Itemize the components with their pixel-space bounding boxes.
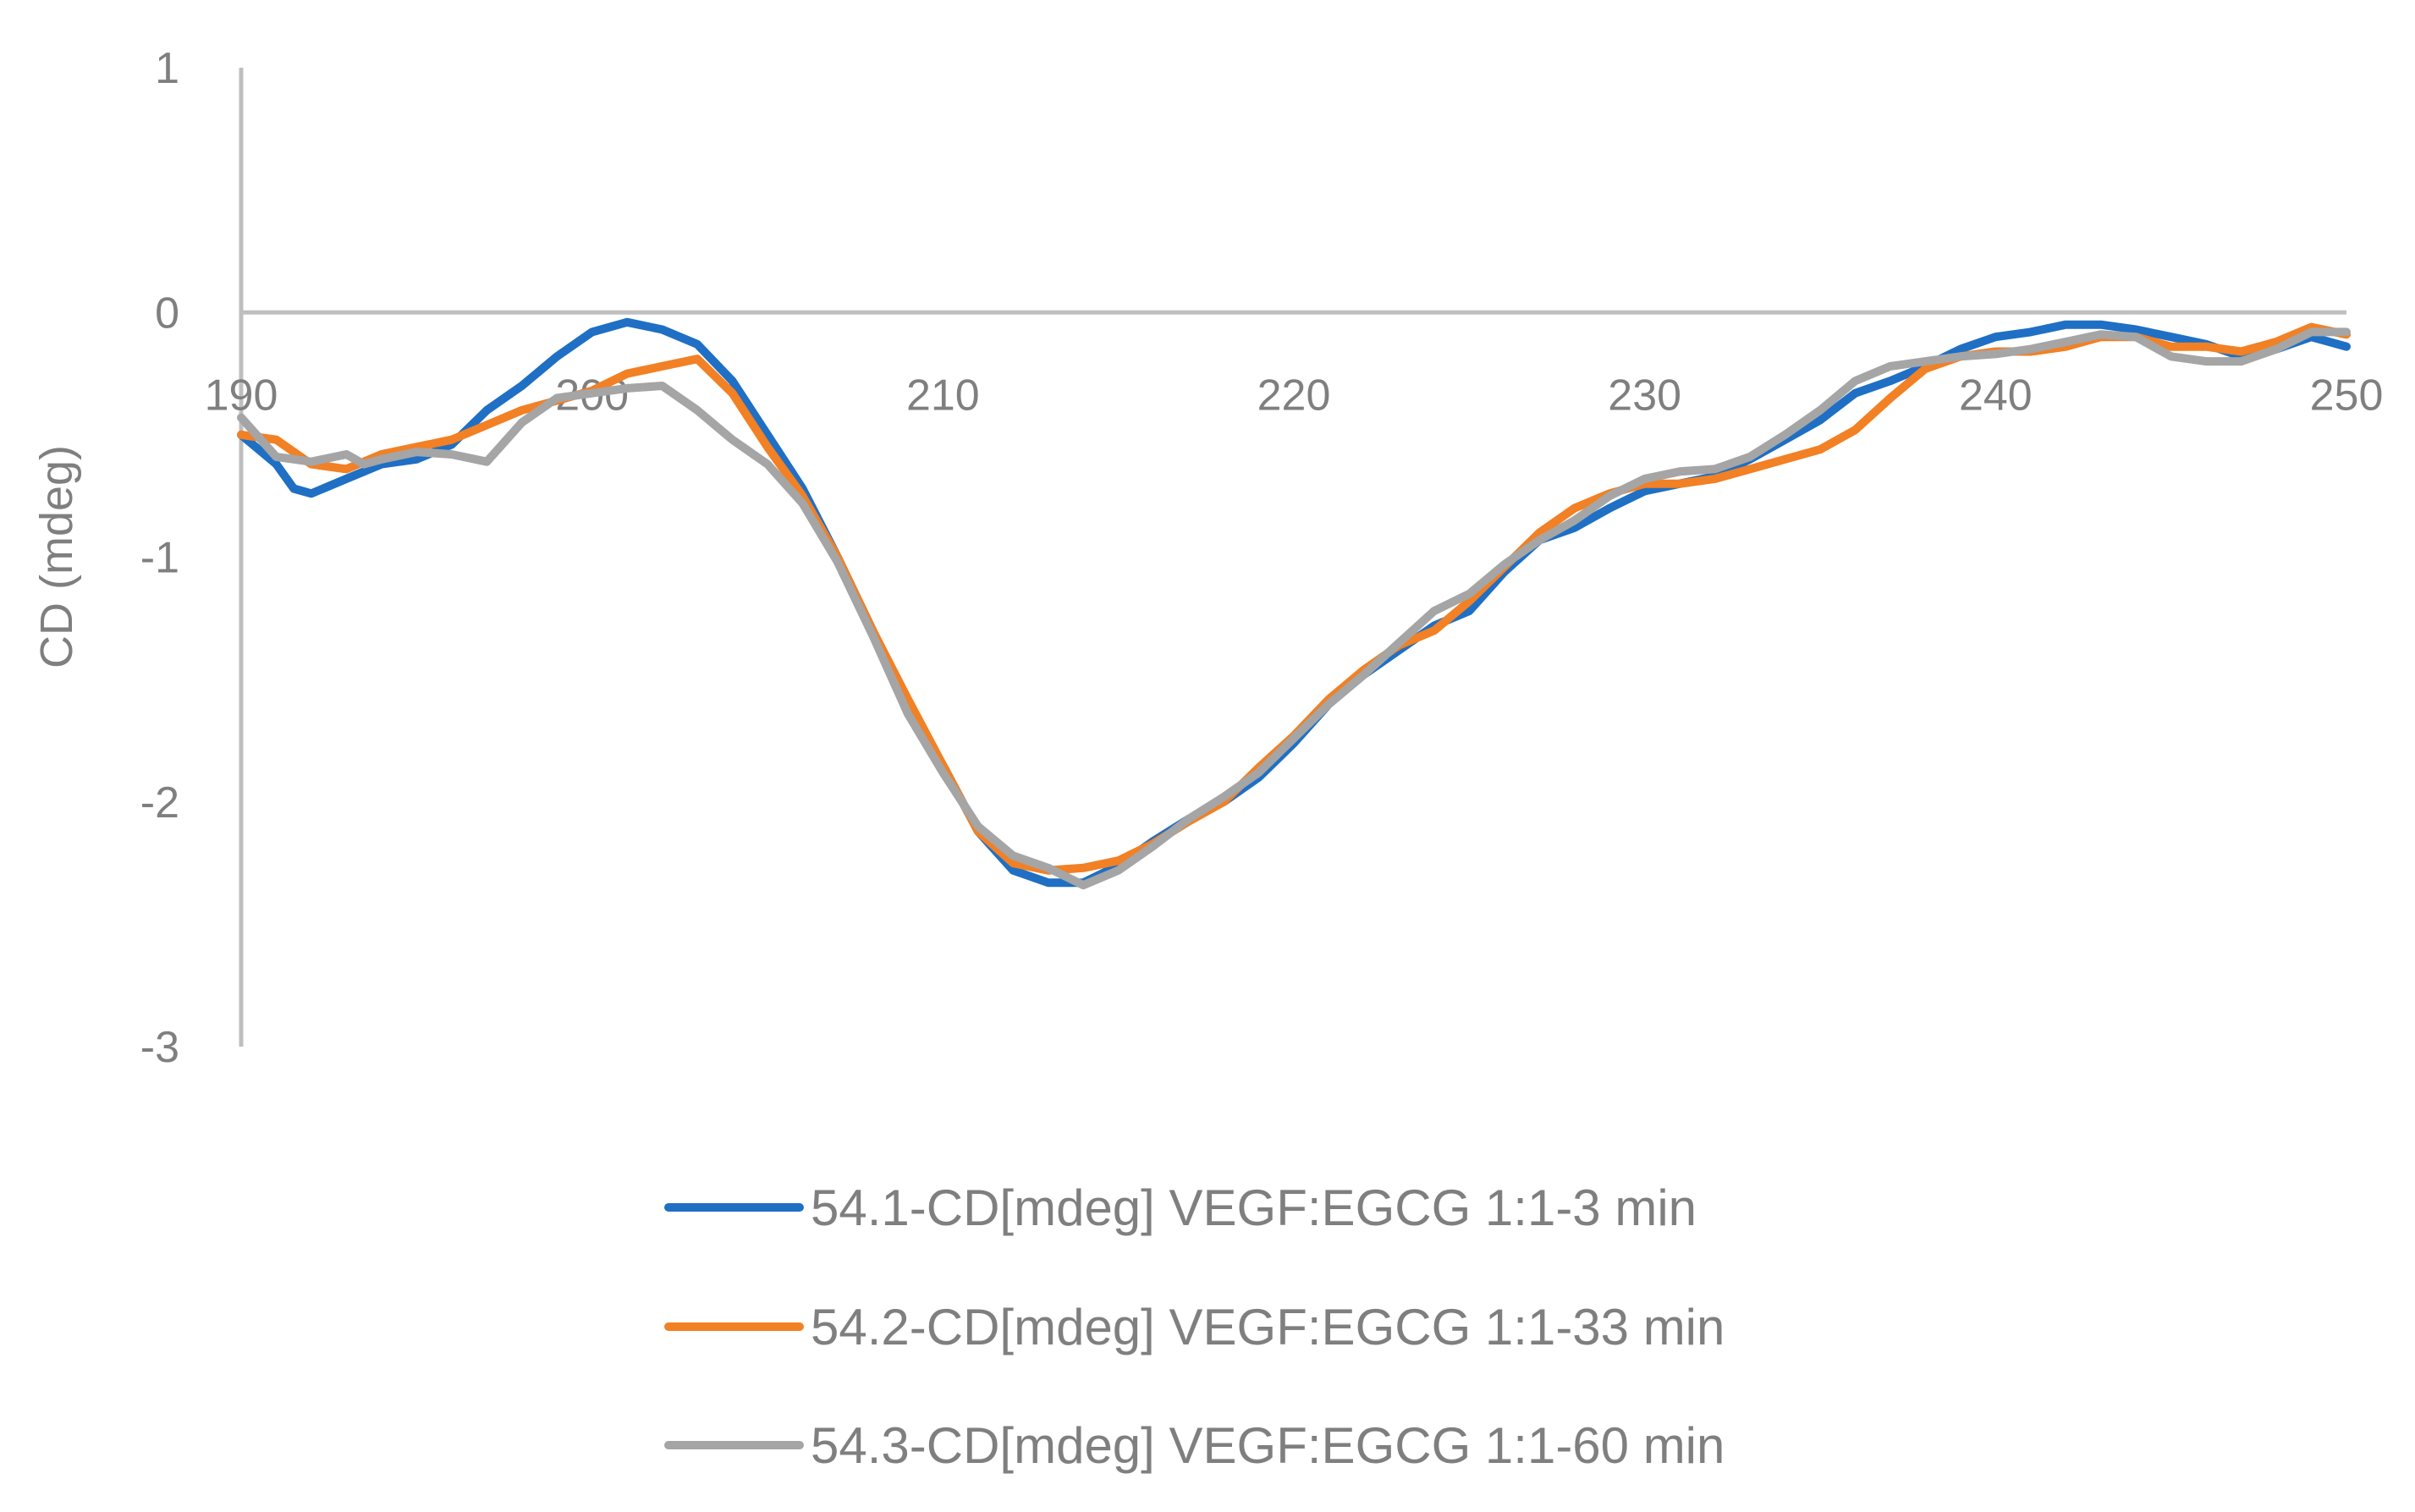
y-tick-label: -1 xyxy=(140,534,179,583)
y-tick-label: 1 xyxy=(155,44,179,93)
x-tick-label: 190 xyxy=(205,371,278,420)
legend-label-2: 54.2-CD[mdeg] VEGF:EGCG 1:1-33 min xyxy=(811,1299,1725,1355)
y-axis-title: CD (mdeg) xyxy=(31,445,82,668)
y-tick-label: -2 xyxy=(140,778,179,827)
y-tick-label: 0 xyxy=(155,289,179,338)
x-tick-label: 240 xyxy=(1959,371,2033,420)
legend-label-1: 54.1-CD[mdeg] VEGF:EGCG 1:1-3 min xyxy=(811,1179,1697,1236)
x-tick-label: 230 xyxy=(1608,371,1681,420)
series-lines xyxy=(237,317,2351,890)
y-tick-labels: 1 0 -1 -2 -3 xyxy=(140,44,179,1072)
series-line-3 xyxy=(237,327,2351,890)
x-tick-label: 250 xyxy=(2310,371,2384,420)
x-tick-labels: 190 200 210 220 230 240 250 xyxy=(205,371,2384,420)
y-tick-label: -3 xyxy=(140,1023,179,1072)
legend: 54.1-CD[mdeg] VEGF:EGCG 1:1-3 min 54.2-CD… xyxy=(664,1179,1725,1474)
x-tick-label: 210 xyxy=(906,371,980,420)
axes xyxy=(239,68,2346,1047)
legend-label-3: 54.3-CD[mdeg] VEGF:EGCG 1:1-60 min xyxy=(811,1417,1725,1474)
x-tick-label: 220 xyxy=(1257,371,1331,420)
